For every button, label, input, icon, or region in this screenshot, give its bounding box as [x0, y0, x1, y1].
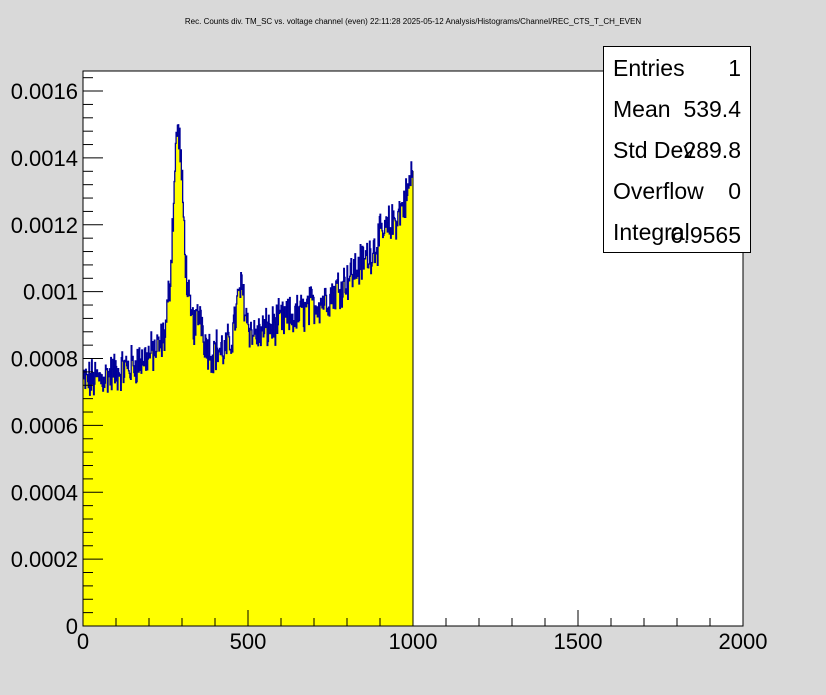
y-tick-label: 0.0004 [11, 480, 78, 505]
y-tick-label: 0.0008 [11, 347, 78, 372]
stats-integral-value: 0.9565 [670, 222, 741, 248]
y-tick-label: 0 [66, 614, 78, 639]
x-tick-label: 0 [77, 629, 89, 654]
y-tick-label: 0.0014 [11, 146, 78, 171]
stats-box: Entries 1 Mean 539.4 Std Dev 289.8 Overf… [603, 46, 751, 253]
y-tick-label: 0.0012 [11, 213, 78, 238]
stats-stddev-label: Std Dev [613, 137, 695, 163]
stats-row-stddev: Std Dev 289.8 [613, 137, 741, 167]
x-tick-label: 500 [230, 629, 267, 654]
y-tick-label: 0.0016 [11, 79, 78, 104]
stats-row-integral: Integral 0.9565 [613, 219, 741, 249]
x-axis: 0 500 1000 1500 2000 [77, 610, 768, 654]
stats-mean-label: Mean [613, 96, 671, 122]
stats-row-entries: Entries 1 [613, 55, 741, 85]
stats-mean-value: 539.4 [683, 96, 741, 122]
stats-row-mean: Mean 539.4 [613, 96, 741, 126]
y-tick-label: 0.001 [23, 280, 78, 305]
histogram-outline [83, 124, 413, 396]
y-axis: 0 0.0002 0.0004 0.0006 0.0008 0.001 0.0012 0.00… [11, 77, 103, 639]
stats-overflow-label: Overflow [613, 178, 704, 204]
y-tick-label: 0.0002 [11, 547, 78, 572]
stats-integral-label: Integral [613, 219, 690, 245]
stats-entries-value: 1 [728, 55, 741, 81]
histogram-bins [83, 124, 414, 626]
chart-title: Rec. Counts div. TM_SC vs. voltage chann… [184, 17, 642, 26]
stats-entries-label: Entries [613, 55, 685, 81]
x-tick-label: 2000 [719, 629, 768, 654]
y-tick-label: 0.0006 [11, 413, 78, 438]
stats-stddev-value: 289.8 [683, 137, 741, 163]
x-tick-label: 1500 [554, 629, 603, 654]
stats-overflow-value: 0 [728, 178, 741, 204]
stats-row-overflow: Overflow 0 [613, 178, 741, 208]
histogram-fill [83, 124, 413, 626]
x-tick-label: 1000 [389, 629, 438, 654]
